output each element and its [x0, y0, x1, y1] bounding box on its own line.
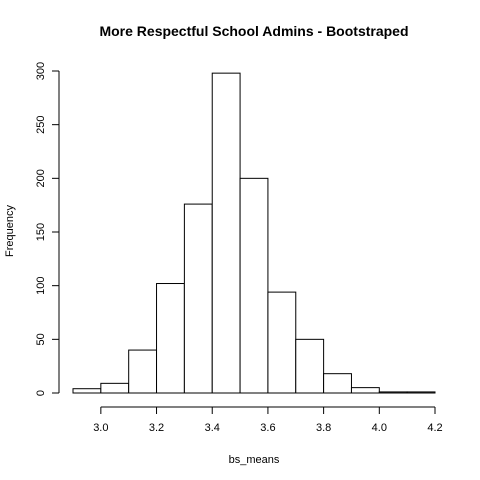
x-axis-label: bs_means [229, 454, 280, 466]
y-tick-label: 0 [35, 390, 47, 396]
x-tick-label: 3.8 [316, 422, 331, 434]
y-tick-label: 100 [35, 276, 47, 294]
x-axis: 3.0 3.2 3.4 3.6 3.8 4.0 4.2 [93, 406, 443, 434]
y-axis: 0 50 100 150 200 250 300 [35, 62, 60, 396]
y-tick-label: 50 [35, 333, 47, 345]
y-axis-label: Frequency [4, 205, 16, 257]
histogram-bar [378, 391, 408, 394]
histogram-bar [267, 291, 297, 394]
histogram-bar [183, 203, 213, 394]
histogram-bar [156, 283, 185, 394]
chart-title: More Respectful School Admins - Bootstra… [99, 23, 408, 39]
x-tick-label: 3.0 [93, 422, 108, 434]
y-tick-label: 300 [35, 62, 47, 80]
histogram-bar [406, 391, 436, 394]
histogram-bar [72, 388, 102, 394]
x-tick-label: 4.2 [427, 422, 442, 434]
histogram-bar [323, 373, 352, 394]
histogram-bar [239, 177, 269, 394]
bars-group [72, 72, 436, 394]
histogram-bar [100, 382, 130, 394]
histogram-bar [350, 387, 380, 394]
histogram-bar [211, 72, 241, 394]
y-tick-label: 150 [35, 223, 47, 241]
x-tick-label: 4.0 [372, 422, 387, 434]
y-tick-label: 200 [35, 169, 47, 187]
y-tick-label: 250 [35, 115, 47, 133]
histogram-bar [128, 349, 158, 394]
histogram-bar [295, 338, 325, 394]
x-tick-label: 3.6 [260, 422, 275, 434]
x-tick-label: 3.2 [149, 422, 164, 434]
x-tick-label: 3.4 [205, 422, 220, 434]
